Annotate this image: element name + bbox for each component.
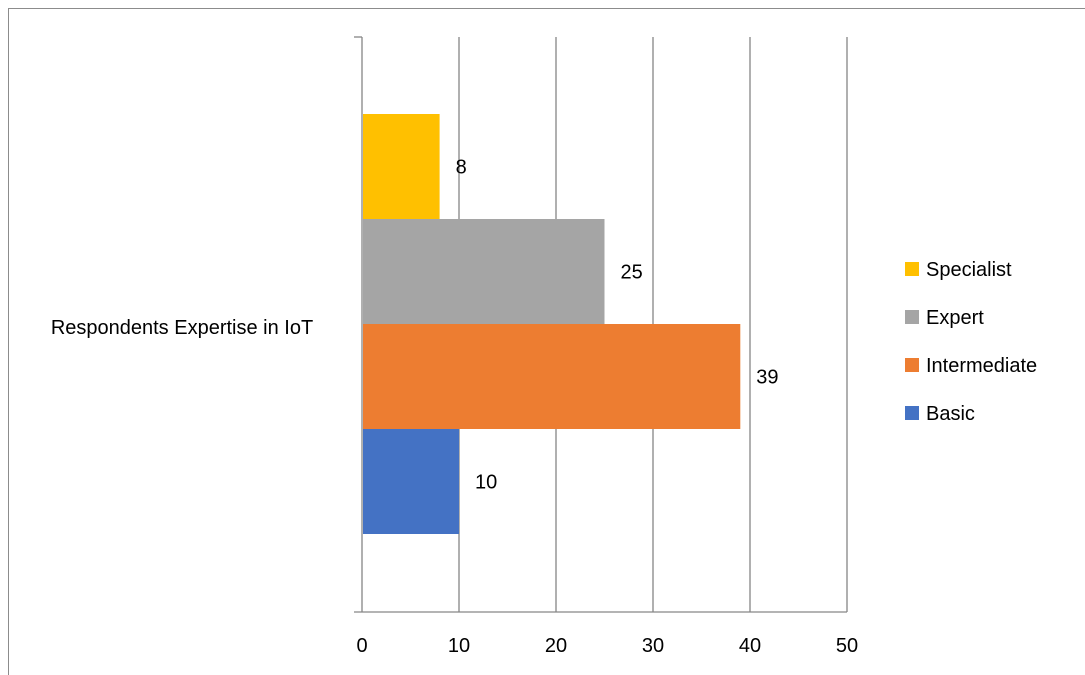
axes [354, 36, 847, 613]
data-labels: 10 39 25 8 [456, 157, 779, 494]
data-label-basic: 10 [475, 472, 497, 494]
legend-label-intermediate: Intermediate [926, 355, 1037, 377]
x-tick-label: 0 [356, 635, 367, 657]
bar-intermediate [363, 324, 741, 429]
legend: Specialist Expert Intermediate Basic [905, 259, 1037, 425]
x-tick-label: 40 [739, 635, 761, 657]
bars [363, 114, 741, 534]
chart-frame [8, 8, 1085, 675]
bar-expert [363, 219, 605, 324]
legend-swatch-intermediate [905, 358, 919, 372]
legend-label-specialist: Specialist [926, 259, 1012, 281]
legend-label-basic: Basic [926, 403, 975, 425]
legend-swatch-basic [905, 406, 919, 420]
bar-basic [363, 429, 459, 534]
bar-specialist [363, 114, 440, 219]
category-label: Respondents Expertise in IoT [51, 317, 313, 339]
x-tick-labels: 0 10 20 30 40 50 [356, 635, 858, 657]
legend-swatch-expert [905, 310, 919, 324]
x-tick-label: 50 [836, 635, 858, 657]
x-tick-label: 30 [642, 635, 664, 657]
data-label-specialist: 8 [456, 157, 467, 179]
x-tick-label: 20 [545, 635, 567, 657]
x-tick-label: 10 [448, 635, 470, 657]
data-label-intermediate: 39 [756, 367, 778, 389]
legend-label-expert: Expert [926, 307, 984, 329]
legend-swatch-specialist [905, 262, 919, 276]
data-label-expert: 25 [621, 262, 643, 284]
